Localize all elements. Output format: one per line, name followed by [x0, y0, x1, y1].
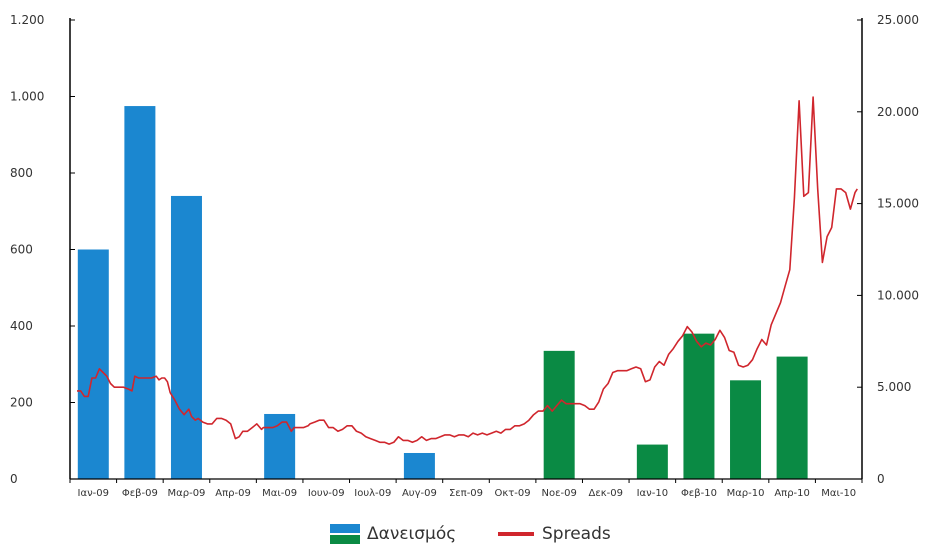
x-tick-label: Αυγ-09 [402, 488, 437, 499]
bar-Νοε-09 [543, 350, 575, 479]
x-tick-label: Σεπ-09 [449, 488, 483, 499]
right-tick-label: 25.000 [877, 13, 919, 27]
left-axis: 0 200 400 600 800 1.000 1.200 [10, 13, 75, 486]
x-tick-label: Μαι-10 [821, 488, 856, 499]
bar-Απρ-10 [776, 356, 808, 479]
left-tick-label: 200 [10, 396, 33, 410]
x-tick-label: Φεβ-09 [122, 488, 158, 499]
right-tick-label: 10.000 [877, 288, 919, 302]
x-tick-label: Φεβ-10 [681, 488, 717, 499]
x-axis: Ιαν-09 Φεβ-09 Μαρ-09 Απρ-09 Μαι-09 Ιουν-09 Ιου… [69, 478, 863, 499]
legend-label-spreads: Spreads [542, 524, 611, 544]
left-tick-label: 1.200 [10, 13, 44, 27]
x-tick-label: Μαρ-09 [168, 488, 206, 499]
bar-Φεβ-09 [124, 106, 156, 479]
x-tick-label: Ιουλ-09 [354, 488, 391, 499]
x-tick-label: Ιαν-09 [78, 488, 109, 499]
bar-Ιαν-09 [77, 249, 109, 479]
spreads-series-line [77, 96, 858, 445]
legend-swatch-lending-blue [330, 524, 360, 533]
bar-Μαρ-09 [170, 195, 202, 479]
left-tick-label: 1.000 [10, 90, 44, 104]
x-tick-label: Ιουν-09 [308, 488, 345, 499]
right-tick-label: 15.000 [877, 197, 919, 211]
bar-Ιαν-10 [636, 444, 668, 479]
x-tick-label: Ιαν-10 [637, 488, 668, 499]
x-tick-label: Απρ-10 [774, 488, 810, 499]
right-tick-label: 20.000 [877, 105, 919, 119]
left-tick-label: 600 [10, 243, 33, 257]
x-tick-label: Οκτ-09 [495, 488, 531, 499]
left-tick-label: 400 [10, 319, 33, 333]
x-tick-label: Μαρ-10 [727, 488, 765, 499]
right-tick-label: 0 [877, 472, 885, 486]
right-tick-label: 5.000 [877, 380, 911, 394]
left-tick-label: 0 [10, 472, 18, 486]
x-tick-label: Νοε-09 [542, 488, 577, 499]
legend-label-lending: Δανεισμός [367, 524, 456, 544]
x-tick-label: Μαι-09 [262, 488, 297, 499]
legend-swatch-lending-green [330, 535, 360, 544]
bars [77, 106, 808, 479]
bar-Αυγ-09 [403, 452, 435, 479]
spreads-line [77, 96, 858, 445]
left-tick-label: 800 [10, 166, 33, 180]
x-tick-label: Δεκ-09 [589, 488, 623, 499]
bar-Μαρ-10 [730, 380, 762, 479]
right-axis: 0 5.000 10.000 15.000 20.000 25.000 [857, 13, 919, 486]
bar-Φεβ-10 [683, 333, 715, 479]
legend: Δανεισμός Spreads [330, 524, 611, 544]
x-tick-label: Απρ-09 [215, 488, 251, 499]
